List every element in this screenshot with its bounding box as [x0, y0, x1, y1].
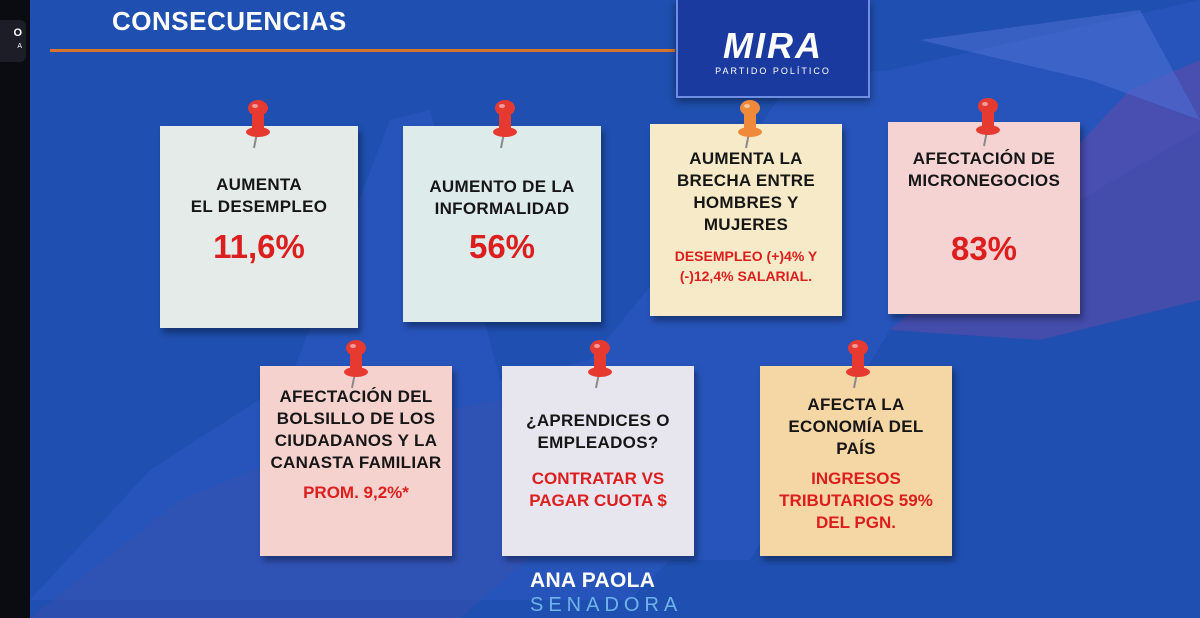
- note-aprendices: ¿APRENDICES O EMPLEADOS? CONTRATAR VS PA…: [502, 366, 694, 556]
- edge-badge-text: O: [13, 27, 22, 39]
- note-micronegocios: AFECTACIÓN DE MICRONEGOCIOS 83%: [888, 122, 1080, 314]
- edge-badge-sub: A: [17, 43, 22, 50]
- note-brecha: AUMENTA LA BRECHA ENTRE HOMBRES Y MUJERE…: [650, 124, 842, 316]
- note-label: AFECTACIÓN DEL BOLSILLO DE LOS CIUDADANO…: [270, 387, 442, 472]
- note-value: DESEMPLEO (+)4% Y (-)12,4% SALARIAL.: [674, 248, 818, 284]
- note-value: INGRESOS TRIBUTARIOS 59% DEL PGN.: [779, 469, 933, 532]
- note-label: AUMENTA EL DESEMPLEO: [190, 175, 328, 216]
- note-label: AUMENTA LA BRECHA ENTRE HOMBRES Y MUJERE…: [676, 149, 816, 234]
- note-desempleo: AUMENTA EL DESEMPLEO 11,6%: [160, 126, 358, 328]
- note-bolsillo: AFECTACIÓN DEL BOLSILLO DE LOS CIUDADANO…: [260, 366, 452, 556]
- note-value: CONTRATAR VS PAGAR CUOTA $: [529, 469, 667, 510]
- pushpin-icon: [846, 340, 870, 389]
- note-value: 83%: [950, 230, 1018, 267]
- note-label: AFECTA LA ECONOMÍA DEL PAÍS: [788, 395, 924, 458]
- note-value: PROM. 9,2%*: [303, 483, 409, 502]
- note-economia: AFECTA LA ECONOMÍA DEL PAÍS INGRESOS TRI…: [760, 366, 952, 556]
- pushpin-icon: [738, 100, 762, 149]
- footer-subtitle: SENADORA: [530, 594, 683, 616]
- note-label: AUMENTO DE LA INFORMALIDAD: [429, 177, 575, 218]
- pushpin-icon: [344, 340, 368, 389]
- page-title: CONSECUENCIAS: [112, 6, 347, 36]
- pushpin-icon: [493, 100, 517, 149]
- note-value: 56%: [468, 228, 536, 265]
- logo-wordmark: MIRA: [723, 25, 823, 66]
- footer-name: ANA PAOLA: [530, 569, 656, 592]
- pushpin-icon: [246, 100, 270, 149]
- slide: CONSECUENCIAS MIRA PARTIDO POLÍTICO AUME…: [30, 0, 1200, 618]
- mira-logo: MIRA PARTIDO POLÍTICO: [676, 0, 870, 98]
- pushpin-icon: [976, 98, 1000, 147]
- note-informalidad: AUMENTO DE LA INFORMALIDAD 56%: [403, 126, 601, 322]
- edge-badge: O A: [0, 20, 26, 62]
- note-label: ¿APRENDICES O EMPLEADOS?: [526, 411, 670, 452]
- left-edge-strip: O A: [0, 0, 30, 618]
- note-value: 11,6%: [213, 228, 305, 265]
- pushpin-icon: [588, 340, 612, 389]
- note-label: AFECTACIÓN DE MICRONEGOCIOS: [907, 149, 1061, 190]
- title-underline: [50, 49, 675, 52]
- logo-subtitle: PARTIDO POLÍTICO: [715, 66, 831, 76]
